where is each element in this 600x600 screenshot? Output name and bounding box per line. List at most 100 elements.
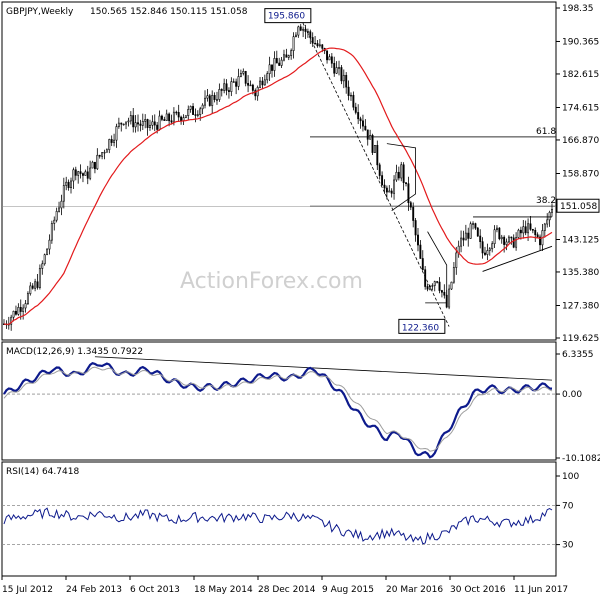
candle-body: [275, 58, 278, 64]
candle-body: [58, 207, 60, 212]
candle-body: [67, 181, 70, 189]
candle-body: [548, 211, 551, 221]
candle-body: [491, 243, 494, 250]
candle-body: [338, 67, 340, 69]
candle-body: [105, 149, 108, 153]
candle-body: [287, 55, 290, 58]
macd-panel-title: MACD(12,26,9) 1.3435 0.7922: [6, 347, 143, 357]
candle-body: [268, 64, 271, 74]
candle-body: [266, 73, 269, 81]
candle-body: [417, 234, 419, 246]
high-annotation-label: 195.860: [268, 12, 305, 22]
candle-body: [378, 164, 381, 176]
x-tick-label: 11 Jun 2017: [514, 585, 568, 595]
candle-body: [26, 293, 29, 304]
fib-382-label: 38.2: [536, 196, 556, 206]
candle-body: [237, 76, 240, 87]
candle-body: [405, 182, 407, 184]
candle-body: [31, 285, 34, 289]
candle-body: [103, 151, 106, 154]
candle-body: [436, 281, 439, 283]
candle-body: [440, 290, 443, 293]
candle-body: [412, 206, 415, 221]
price-tick-label: 119.625: [562, 334, 599, 344]
price-tick-label: 198.35: [562, 4, 594, 14]
candle-body: [280, 59, 283, 66]
candle-body: [493, 229, 496, 245]
candle-body: [227, 90, 230, 92]
candle-body: [77, 171, 80, 176]
price-y-axis: 198.35 190.365 182.615 174.615 166.870 158.87…: [556, 4, 600, 344]
candle-body: [414, 220, 417, 236]
candle-body: [218, 89, 221, 100]
candle-body: [515, 237, 518, 248]
candle-body: [326, 50, 329, 61]
price-tick-label: 166.870: [562, 136, 599, 146]
price-tick-label: 190.365: [562, 37, 599, 47]
macd-trendline: [94, 356, 553, 381]
candle-body: [350, 94, 352, 97]
candle-body: [211, 95, 214, 106]
candle-body: [517, 229, 520, 238]
candle-body: [357, 112, 360, 120]
candle-body: [182, 117, 185, 121]
current-price-box: [556, 198, 600, 213]
price-tick-label: 143.125: [562, 235, 599, 245]
candle-body: [91, 161, 94, 169]
candle-body: [426, 286, 429, 290]
candle-body: [464, 232, 467, 241]
candle-body: [206, 95, 209, 99]
candle-body: [316, 43, 319, 47]
candle-body: [476, 227, 479, 237]
candle-body: [192, 106, 195, 115]
candle-body: [242, 71, 245, 74]
watermark: ActionForex.com: [180, 269, 363, 294]
candle-body: [196, 114, 199, 116]
candle-body: [139, 123, 142, 126]
candle-body: [333, 63, 336, 74]
candle-body: [249, 84, 252, 87]
x-tick-label: 28 Dec 2014: [258, 585, 316, 595]
candle-body: [347, 86, 350, 96]
candle-body: [101, 152, 104, 157]
candle-body: [467, 232, 470, 239]
candle-body: [397, 171, 400, 179]
candle-body: [247, 83, 250, 86]
candle-body: [496, 227, 498, 231]
candle-body: [524, 226, 527, 234]
candle-body: [469, 223, 472, 239]
candle-body: [455, 252, 458, 268]
candle-body: [438, 281, 441, 291]
candle-body: [376, 145, 379, 166]
candle-body: [421, 258, 424, 270]
candle-body: [488, 248, 491, 251]
candle-body: [474, 223, 477, 229]
price-tick-label: 174.615: [562, 103, 599, 113]
candle-body: [146, 119, 149, 128]
candle-body: [529, 223, 532, 230]
candle-body: [359, 118, 362, 122]
candle-body: [156, 124, 159, 130]
candle-body: [452, 267, 455, 283]
candle-body: [385, 187, 388, 193]
rsi-tick-label: 30: [562, 541, 574, 551]
x-tick-label: 24 Feb 2013: [66, 585, 122, 595]
candle-body: [117, 122, 120, 127]
candle-body: [424, 269, 427, 287]
candle-body: [271, 64, 273, 71]
rsi-tick-label: 100: [562, 472, 579, 482]
candle-body: [486, 250, 489, 255]
candle-body: [278, 62, 281, 66]
fib-618-label: 61.8: [536, 127, 556, 137]
candle-body: [342, 74, 345, 82]
candle-body: [144, 119, 147, 122]
candle-body: [318, 44, 321, 47]
candle-body: [149, 124, 151, 128]
candle-body: [302, 28, 305, 31]
candle-body: [462, 237, 465, 241]
candle-body: [285, 54, 288, 58]
candle-body: [314, 42, 317, 45]
candle-body: [481, 241, 484, 254]
candle-body: [22, 307, 25, 312]
swing-dashed-line: [300, 18, 450, 327]
